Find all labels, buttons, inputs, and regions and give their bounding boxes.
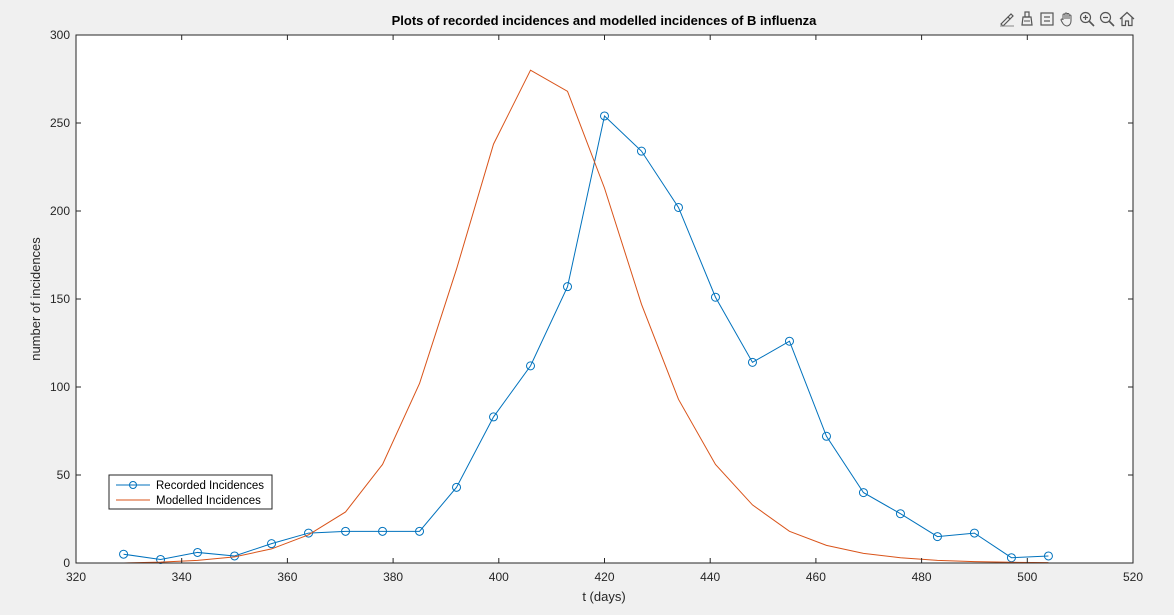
y-tick-label: 200 [50,204,70,218]
x-axis-label: t (days) [582,589,625,604]
data-point [932,532,942,542]
x-tick-label: 320 [66,570,86,584]
data-point [119,549,129,559]
x-tick-label: 380 [383,570,403,584]
x-tick-label: 340 [172,570,192,584]
x-tick-label: 420 [594,570,614,584]
data-point [673,202,683,212]
x-tick-label: 480 [912,570,932,584]
data-point [969,528,979,538]
x-tick-label: 500 [1017,570,1037,584]
axes-toolbar [998,10,1136,28]
brush-icon[interactable] [998,10,1016,28]
y-tick-label: 50 [57,468,71,482]
data-point [267,539,277,549]
chart-title: Plots of recorded incidences and modelle… [392,13,818,28]
data-point [452,482,462,492]
data-point [1006,553,1016,563]
x-tick-label: 460 [806,570,826,584]
series-line-0 [123,114,1049,560]
data-point [563,282,573,292]
legend[interactable]: Recorded Incidences Modelled Incidences [108,474,273,510]
data-cursor-icon[interactable] [1018,10,1036,28]
series-line-1 [123,69,1049,564]
data-point [858,488,868,498]
data-point [636,146,646,156]
data-point [304,528,314,538]
zoom-out-icon[interactable] [1098,10,1116,28]
plot-content [119,69,1053,564]
data-point [600,111,609,121]
legend-modelled-label: Modelled Incidences [156,495,261,507]
data-point [1043,551,1053,561]
y-tick-label: 250 [50,116,70,130]
data-point [710,292,720,302]
home-icon[interactable] [1118,10,1136,28]
legend-recorded-marker [129,481,137,489]
y-axis-label: number of incidences [28,237,43,361]
y-tick-label: 0 [63,556,70,570]
data-point [415,526,425,536]
legend-toggle-icon[interactable] [1038,10,1056,28]
data-point [341,526,351,536]
pan-icon[interactable] [1058,10,1076,28]
data-point [378,526,388,536]
x-axis: 320 340 360 380 400 420 440 460 480 500 520 [66,35,1143,584]
y-axis: 0 50 100 150 200 250 300 [50,28,1133,570]
x-tick-label: 360 [277,570,297,584]
data-point [747,357,757,367]
y-tick-label: 150 [50,292,70,306]
data-point [821,431,831,441]
y-tick-label: 100 [50,380,70,394]
data-point [895,509,905,519]
x-tick-label: 520 [1123,570,1143,584]
zoom-in-icon[interactable] [1078,10,1096,28]
data-point [193,547,203,557]
legend-recorded-label: Recorded Incidences [156,480,264,492]
x-tick-label: 440 [700,570,720,584]
legend-box [108,474,273,510]
x-tick-label: 400 [489,570,509,584]
data-point [489,412,499,422]
data-point [526,361,536,371]
data-point [784,336,794,346]
y-tick-label: 300 [50,28,70,42]
